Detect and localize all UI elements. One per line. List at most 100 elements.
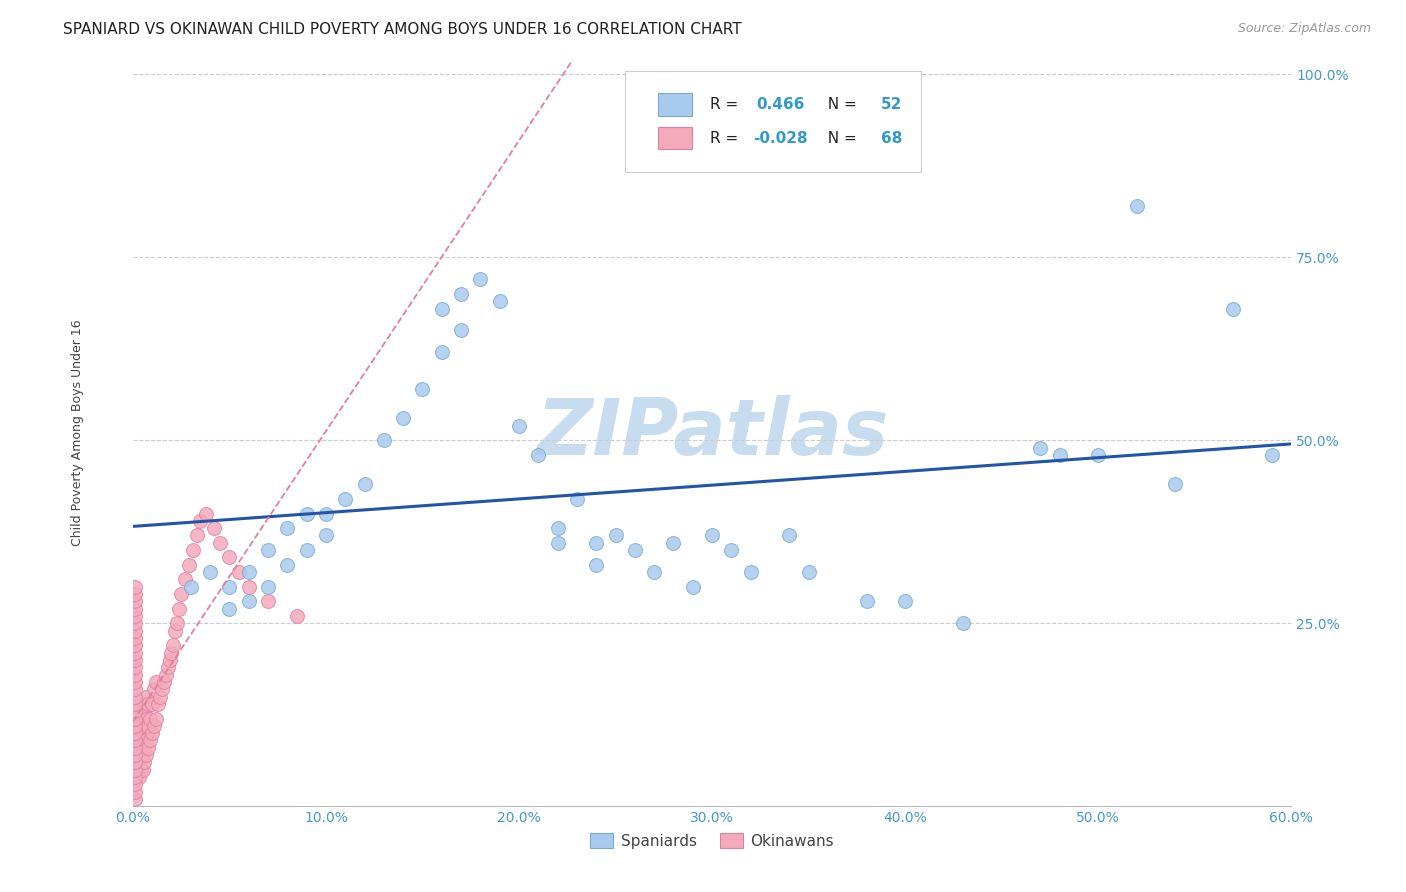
Point	[778, 528, 800, 542]
Point	[124, 763, 146, 777]
Point	[855, 594, 877, 608]
Point	[195, 507, 218, 521]
Point	[218, 601, 240, 615]
Point	[136, 697, 159, 711]
Point	[155, 667, 177, 681]
Point	[136, 719, 159, 733]
Point	[166, 616, 188, 631]
Point	[131, 712, 153, 726]
Point	[135, 748, 157, 763]
Point	[228, 565, 250, 579]
Point	[128, 770, 150, 784]
Point	[124, 792, 146, 806]
Point	[135, 690, 157, 704]
Point	[129, 748, 152, 763]
Point	[508, 418, 530, 433]
Point	[128, 756, 150, 770]
Point	[276, 521, 298, 535]
Point	[276, 558, 298, 572]
Point	[177, 558, 200, 572]
Point	[430, 301, 453, 316]
Point	[129, 733, 152, 747]
Point	[124, 690, 146, 704]
Text: ZIPatlas: ZIPatlas	[536, 395, 889, 471]
Point	[257, 580, 280, 594]
Point	[149, 690, 172, 704]
Point	[1029, 441, 1052, 455]
Point	[218, 550, 240, 565]
Point	[170, 587, 193, 601]
Point	[129, 763, 152, 777]
Point	[134, 756, 156, 770]
Text: R =: R =	[710, 130, 742, 145]
Point	[124, 624, 146, 638]
Point	[662, 536, 685, 550]
Point	[162, 638, 184, 652]
Point	[141, 697, 163, 711]
Point	[124, 667, 146, 681]
Point	[450, 286, 472, 301]
Point	[167, 601, 190, 615]
Point	[585, 536, 607, 550]
Point	[450, 323, 472, 337]
Point	[295, 507, 318, 521]
Point	[1164, 477, 1187, 491]
Point	[740, 565, 762, 579]
Point	[124, 733, 146, 747]
Point	[605, 528, 627, 542]
Point	[135, 712, 157, 726]
Point	[124, 748, 146, 763]
Point	[139, 712, 162, 726]
Point	[125, 763, 148, 777]
Point	[1261, 448, 1284, 462]
Point	[134, 719, 156, 733]
Point	[128, 748, 150, 763]
Text: 52: 52	[882, 97, 903, 112]
Point	[131, 748, 153, 763]
Point	[125, 733, 148, 747]
Point	[159, 653, 181, 667]
Point	[392, 411, 415, 425]
Point	[1087, 448, 1109, 462]
Point	[527, 448, 550, 462]
Point	[124, 777, 146, 791]
Point	[134, 704, 156, 718]
Text: N =: N =	[817, 97, 860, 112]
Point	[181, 543, 204, 558]
Point	[124, 740, 146, 755]
Y-axis label: Child Poverty Among Boys Under 16: Child Poverty Among Boys Under 16	[72, 319, 84, 546]
Point	[124, 609, 146, 624]
Point	[124, 594, 146, 608]
Point	[135, 733, 157, 747]
Point	[146, 697, 169, 711]
Point	[285, 609, 308, 624]
Text: 0.466: 0.466	[756, 97, 804, 112]
Point	[124, 616, 146, 631]
Point	[470, 272, 492, 286]
Point	[125, 748, 148, 763]
Point	[565, 491, 588, 506]
Point	[124, 748, 146, 763]
Point	[124, 660, 146, 674]
Point	[124, 682, 146, 697]
Point	[131, 697, 153, 711]
Point	[124, 740, 146, 755]
Point	[124, 712, 146, 726]
Point	[131, 726, 153, 740]
Point	[952, 616, 974, 631]
Text: R =: R =	[710, 97, 748, 112]
Legend: Spaniards, Okinawans: Spaniards, Okinawans	[583, 827, 839, 855]
Point	[128, 733, 150, 747]
Point	[124, 674, 146, 689]
Point	[129, 719, 152, 733]
Point	[797, 565, 820, 579]
Point	[124, 770, 146, 784]
Point	[156, 660, 179, 674]
Text: N =: N =	[817, 130, 860, 145]
Point	[124, 587, 146, 601]
Point	[190, 514, 212, 528]
Point	[124, 756, 146, 770]
Point	[160, 646, 183, 660]
Point	[585, 558, 607, 572]
Point	[124, 763, 146, 777]
